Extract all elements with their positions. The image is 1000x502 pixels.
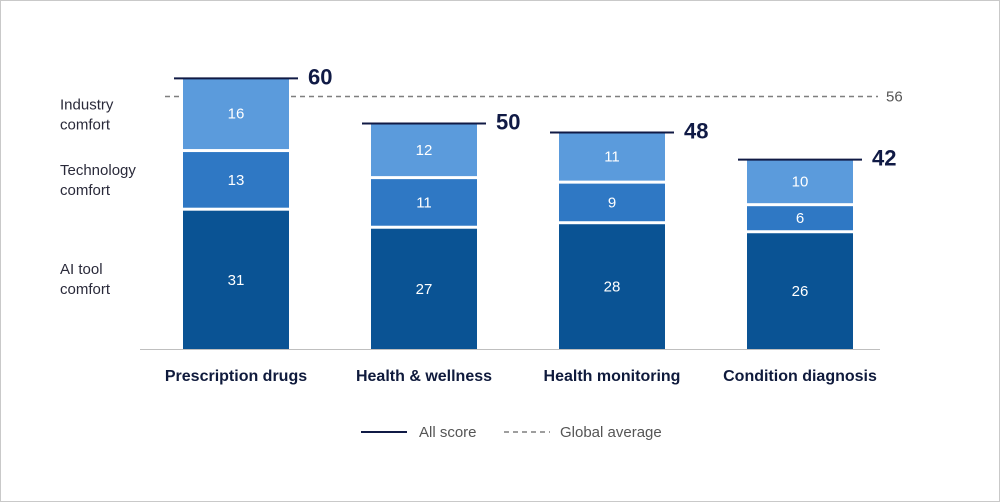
bar-segment: [559, 132, 665, 181]
category-label: Health monitoring: [544, 368, 681, 385]
bar-segment: [183, 78, 289, 150]
series-label: Technology comfort: [60, 162, 136, 199]
bar-segment: [559, 183, 665, 222]
bar-segment: [371, 179, 477, 226]
bar-segment-label: 11: [416, 194, 432, 211]
series-label-line: comfort: [60, 182, 111, 199]
legend: All score Global average: [361, 424, 662, 441]
series-label-line: comfort: [60, 281, 111, 298]
bar-segment-label: 13: [228, 172, 245, 189]
bar-segment-label: 11: [604, 149, 620, 166]
series-label-line: Industry: [60, 96, 114, 113]
bar-segment-label: 26: [792, 283, 809, 300]
series-label-line: Technology: [60, 162, 136, 179]
bar-segment: [371, 228, 477, 349]
bar-segment: [747, 159, 853, 204]
series-label: Industry comfort: [60, 96, 114, 133]
bar-segment-label: 12: [416, 142, 433, 159]
totals-layer: 60 50 48 42: [174, 64, 896, 171]
category-labels: Prescription drugs Health & wellness Healt…: [165, 368, 877, 385]
bar-segment-label: 6: [796, 210, 804, 227]
bar-segment-label: 9: [608, 194, 616, 211]
bar-segment: [747, 233, 853, 349]
legend-all-score-label: All score: [419, 424, 477, 441]
all-score-value: 50: [496, 110, 520, 135]
series-labels: AI tool comfort Technology comfort Industry c…: [60, 96, 136, 298]
bar-segment: [183, 152, 289, 208]
bar-segment: [371, 123, 477, 177]
all-score-value: 42: [872, 146, 896, 171]
legend-global-average-label: Global average: [560, 424, 662, 441]
category-label: Health & wellness: [356, 368, 492, 385]
bar-segment-label: 27: [416, 281, 433, 298]
series-label: AI tool comfort: [60, 261, 111, 298]
bar-segment-label: 10: [792, 173, 809, 190]
bars-layer: 31 13 16 27 11 12 28 9 11 26 6 10: [183, 78, 853, 349]
bar-segment: [183, 210, 289, 349]
bar-segment-label: 31: [228, 272, 245, 289]
bar-segment-label: 16: [228, 106, 245, 123]
bar-segment: [559, 224, 665, 349]
global-average-value: 56: [886, 88, 903, 105]
category-label: Condition diagnosis: [723, 368, 877, 385]
series-label-line: AI tool: [60, 261, 103, 278]
category-label: Prescription drugs: [165, 368, 307, 385]
all-score-value: 60: [308, 64, 332, 89]
all-score-value: 48: [684, 119, 708, 144]
bar-segment-label: 28: [604, 279, 621, 296]
bar-segment: [747, 206, 853, 231]
series-label-line: comfort: [60, 116, 111, 133]
